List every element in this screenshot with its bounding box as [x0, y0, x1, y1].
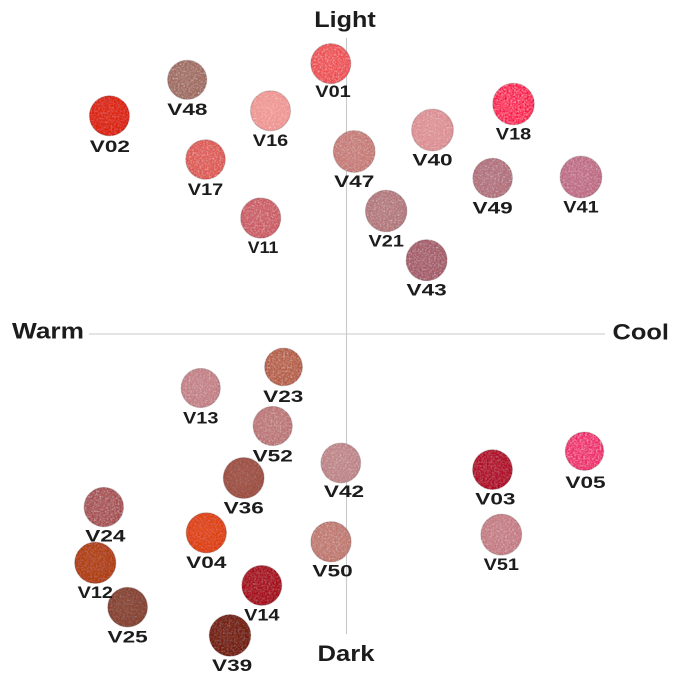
svg-text:V04: V04 [186, 554, 227, 572]
svg-text:V03: V03 [475, 490, 515, 508]
svg-text:V25: V25 [108, 629, 148, 647]
svg-text:V21: V21 [369, 232, 404, 250]
svg-text:V52: V52 [253, 447, 293, 465]
svg-text:V43: V43 [407, 282, 447, 300]
svg-text:V47: V47 [334, 173, 374, 191]
svg-text:V14: V14 [244, 607, 280, 625]
svg-text:V24: V24 [85, 527, 126, 545]
svg-text:Dark: Dark [318, 641, 376, 666]
svg-text:V48: V48 [167, 101, 207, 119]
svg-text:V16: V16 [253, 132, 288, 150]
svg-text:V18: V18 [496, 125, 531, 143]
svg-text:V42: V42 [324, 483, 364, 501]
svg-text:V11: V11 [248, 239, 279, 257]
svg-text:Cool: Cool [613, 320, 670, 345]
svg-text:V13: V13 [183, 409, 218, 427]
svg-text:Warm: Warm [12, 319, 84, 344]
svg-text:V40: V40 [412, 151, 452, 169]
svg-text:V02: V02 [90, 138, 130, 156]
svg-text:V36: V36 [224, 499, 264, 517]
svg-text:V41: V41 [563, 198, 598, 216]
svg-text:V12: V12 [78, 584, 113, 602]
svg-text:V23: V23 [263, 388, 303, 406]
svg-text:V51: V51 [484, 556, 519, 574]
svg-text:Light: Light [314, 7, 376, 32]
svg-text:V05: V05 [565, 474, 605, 492]
svg-text:V17: V17 [188, 181, 223, 199]
svg-text:V39: V39 [212, 657, 252, 675]
svg-text:V01: V01 [315, 83, 350, 101]
svg-text:V50: V50 [312, 563, 352, 581]
svg-text:V49: V49 [473, 199, 513, 217]
